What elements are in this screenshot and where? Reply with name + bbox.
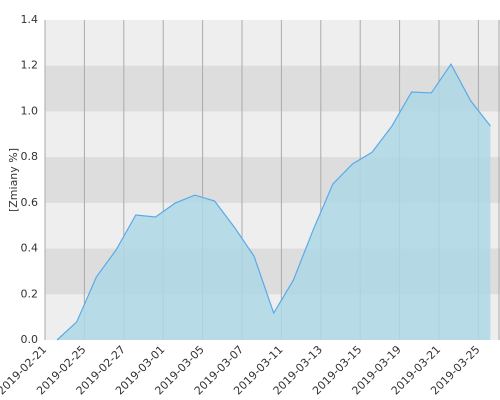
y-axis-title: [Zmiany %]	[7, 148, 20, 212]
y-tick-label: 1.4	[21, 13, 39, 26]
area	[57, 64, 491, 340]
y-tick-label: 0.4	[21, 242, 39, 255]
y-tick-label: 0.2	[21, 287, 39, 300]
y-tick-label: 0.0	[21, 333, 39, 346]
y-tick-label: 1.2	[21, 59, 39, 72]
y-tick-label: 1.0	[21, 104, 39, 117]
line	[56, 62, 491, 341]
y-tick-label: 0.8	[21, 150, 39, 163]
y-tick-label: 0.6	[21, 196, 39, 209]
